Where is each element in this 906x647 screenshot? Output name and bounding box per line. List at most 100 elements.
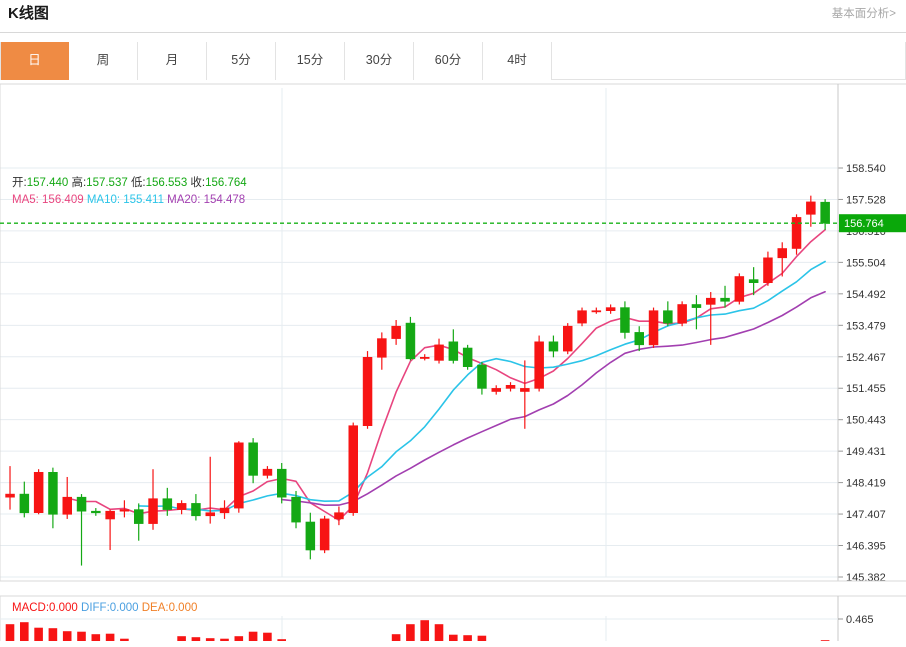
- tab-label: 30分: [365, 53, 393, 67]
- candle-body: [391, 325, 401, 339]
- candle-body: [763, 257, 773, 284]
- macd-histogram: [5, 620, 830, 641]
- candle-body: [434, 344, 444, 361]
- candle-body: [348, 425, 358, 514]
- macd-axis-label: 0.465: [846, 614, 874, 626]
- candle-body: [491, 388, 501, 392]
- candle-body: [777, 248, 787, 259]
- tab-period-6[interactable]: 60分: [414, 42, 483, 80]
- candle-body: [677, 304, 687, 324]
- candle-body: [691, 304, 702, 308]
- candle-body: [262, 468, 273, 476]
- candle-body: [148, 498, 158, 524]
- candle-body: [634, 332, 644, 346]
- candle-body: [720, 297, 730, 302]
- tab-label: 4时: [507, 53, 527, 67]
- tab-bar-filler: [552, 42, 906, 79]
- candle-body: [19, 493, 30, 514]
- tab-period-4[interactable]: 15分: [276, 42, 345, 80]
- fundamental-analysis-link[interactable]: 基本面分析>: [831, 8, 896, 20]
- current-price-badge: [839, 214, 906, 233]
- macd-histogram-bar: [277, 639, 286, 641]
- tab-period-0[interactable]: 日: [0, 42, 69, 80]
- macd-histogram-bar: [463, 635, 472, 641]
- candle-body: [62, 496, 72, 515]
- macd-histogram-bar: [820, 640, 830, 641]
- price-axis-label: 152.467: [846, 352, 886, 364]
- candle-body: [48, 471, 58, 515]
- candle-body: [548, 341, 559, 352]
- macd-histogram-bar: [62, 631, 72, 641]
- tab-label: 15分: [296, 53, 324, 67]
- candle-body: [705, 297, 716, 305]
- macd-histogram-bar: [20, 622, 29, 641]
- candle-body: [291, 496, 301, 523]
- candle-body: [162, 498, 173, 510]
- candle-body: [119, 509, 130, 512]
- candle-body: [91, 510, 101, 514]
- candle-body: [248, 442, 258, 476]
- candle-body: [477, 364, 487, 389]
- macd-histogram-bar: [48, 628, 58, 641]
- macd-histogram-bar: [34, 627, 43, 641]
- candle-body: [605, 307, 616, 312]
- tab-period-3[interactable]: 5分: [207, 42, 276, 80]
- candle-body: [319, 518, 330, 551]
- ohlc-legend: 开:157.440 高:157.537 低:156.553 收:156.764: [12, 175, 247, 189]
- tab-period-7[interactable]: 4时: [483, 42, 552, 80]
- candle-body: [219, 507, 230, 514]
- tab-label: 日: [28, 53, 41, 67]
- candle-body: [33, 471, 44, 513]
- price-axis-label: 145.382: [846, 572, 886, 584]
- macd-histogram-bar: [177, 636, 186, 641]
- candle-body: [405, 322, 416, 360]
- price-axis-label: 149.431: [846, 446, 886, 458]
- macd-histogram-bar: [406, 624, 415, 641]
- candle-body: [534, 341, 544, 389]
- candle-body: [505, 384, 516, 389]
- candle-body: [191, 503, 201, 517]
- chart-area[interactable]: 158.540157.528156.516155.504154.492153.4…: [0, 80, 906, 641]
- macd-histogram-bar: [105, 633, 115, 641]
- candlestick-series[interactable]: [5, 195, 830, 566]
- kline-candlestick-svg[interactable]: 158.540157.528156.516155.504154.492153.4…: [0, 80, 906, 641]
- macd-histogram-bar: [434, 624, 444, 641]
- candle-body: [305, 521, 316, 551]
- candle-body: [105, 510, 115, 520]
- price-axis-label: 158.540: [846, 163, 886, 175]
- macd-histogram-bar: [263, 632, 272, 641]
- macd-histogram-bar: [91, 634, 101, 641]
- price-axis-label: 150.443: [846, 415, 886, 427]
- candle-body: [462, 347, 473, 368]
- candle-body: [577, 310, 587, 324]
- candle-body: [134, 509, 144, 524]
- macd-histogram-bar: [220, 638, 229, 641]
- candle-body: [334, 512, 344, 520]
- tab-period-2[interactable]: 月: [138, 42, 207, 80]
- candle-body: [791, 217, 802, 249]
- price-gridlines: 158.540157.528156.516155.504154.492153.4…: [0, 163, 886, 584]
- ma-legend: MA5: 156.409 MA10: 155.411 MA20: 154.478: [12, 194, 245, 206]
- tab-label: 月: [165, 53, 179, 67]
- macd-histogram-bar: [205, 638, 215, 641]
- price-axis-label: 155.504: [846, 257, 886, 269]
- candle-body: [748, 279, 759, 284]
- tab-period-1[interactable]: 周: [69, 42, 138, 80]
- macd-legend: MACD:0.000 DIFF:0.000 DEA:0.000: [12, 602, 197, 614]
- macd-histogram-bar: [120, 638, 129, 641]
- price-axis-label: 154.492: [846, 289, 886, 301]
- candle-body: [591, 310, 602, 313]
- candle-body: [734, 276, 745, 302]
- macd-gridlines: 0.465-0.191-0.847-1.502: [0, 614, 874, 626]
- candle-body: [234, 442, 244, 509]
- tab-label: 60分: [434, 53, 462, 67]
- current-price-badge-label: 156.764: [844, 218, 884, 230]
- macd-histogram-bar: [248, 631, 258, 641]
- tab-period-5[interactable]: 30分: [345, 42, 414, 80]
- macd-histogram-bar: [191, 637, 201, 641]
- candle-body: [419, 356, 430, 359]
- page-title: K线图: [8, 5, 49, 22]
- candle-body: [620, 307, 630, 333]
- tab-label: 周: [96, 53, 110, 67]
